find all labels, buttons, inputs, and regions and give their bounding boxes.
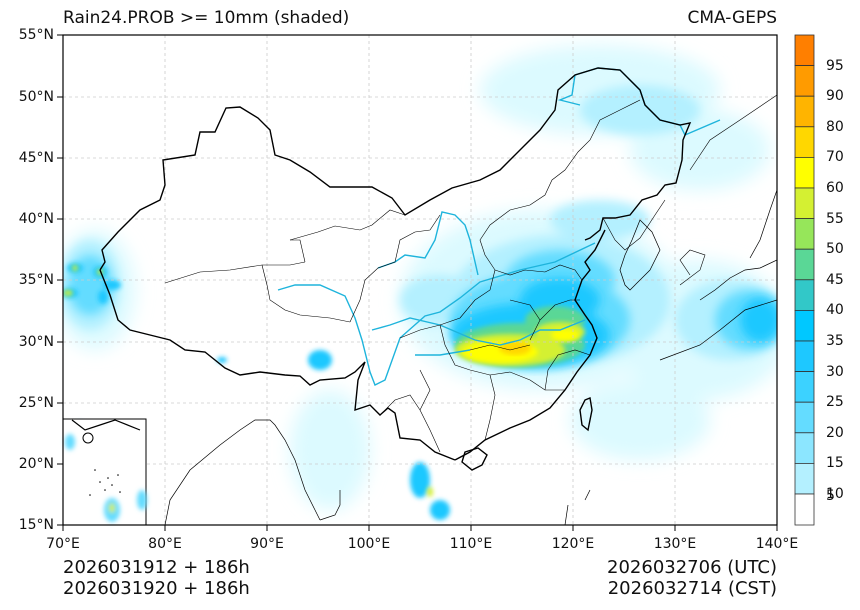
colorbar-label: 90	[826, 88, 844, 104]
lat-label-25: 25°N	[18, 395, 54, 411]
valid-time-utc: 2026032706 (UTC)	[607, 557, 777, 578]
lat-label-45: 45°N	[18, 150, 54, 166]
colorbar	[794, 34, 815, 526]
lat-label-30: 30°N	[18, 334, 54, 350]
colorbar-label: 80	[826, 119, 844, 135]
colorbar-label: 60	[826, 180, 844, 196]
national-border	[99, 67, 692, 471]
colorbar-label-5: 5	[826, 488, 835, 504]
lon-label-130: 130°E	[653, 536, 697, 552]
lon-label-100: 100°E	[347, 536, 391, 552]
lat-label-40: 40°N	[18, 211, 54, 227]
chart-title: Rain24.PROB >= 10mm (shaded)	[63, 8, 350, 28]
colorbar-label: 25	[826, 394, 844, 410]
lat-label-35: 35°N	[18, 272, 54, 288]
lat-label-15: 15°N	[18, 517, 54, 533]
init-time-cst: 2026031920 + 186h	[63, 578, 250, 599]
coastlines	[164, 189, 777, 525]
colorbar-label: 10	[826, 486, 844, 502]
colorbar-label: 50	[826, 241, 844, 257]
lon-label-90: 90°E	[250, 536, 284, 552]
colorbar-label: 30	[826, 364, 844, 380]
init-time-block: 2026031912 + 186h 2026031920 + 186h	[63, 557, 250, 599]
valid-time-cst: 2026032714 (CST)	[607, 578, 777, 599]
colorbar-label: 45	[826, 272, 844, 288]
colorbar-label: 20	[826, 425, 844, 441]
model-name: CMA-GEPS	[687, 8, 777, 28]
south-china-sea-inset	[62, 418, 147, 526]
valid-time-block: 2026032706 (UTC) 2026032714 (CST)	[607, 557, 777, 599]
lon-label-110: 110°E	[449, 536, 493, 552]
colorbar-label: 40	[826, 302, 844, 318]
lon-label-80: 80°E	[148, 536, 182, 552]
lon-label-70: 70°E	[46, 536, 80, 552]
provincial-borders	[164, 94, 777, 453]
init-time-utc: 2026031912 + 186h	[63, 557, 250, 578]
colorbar-label: 70	[826, 149, 844, 165]
lat-label-50: 50°N	[18, 89, 54, 105]
colorbar-label: 35	[826, 333, 844, 349]
gridlines	[63, 35, 777, 525]
colorbar-label: 15	[826, 455, 844, 471]
lat-label-55: 55°N	[18, 27, 54, 43]
lon-label-120: 120°E	[551, 536, 595, 552]
lon-label-140: 140°E	[755, 536, 799, 552]
lat-label-20: 20°N	[18, 456, 54, 472]
colorbar-label: 95	[826, 58, 844, 74]
precip-shading	[63, 45, 777, 524]
colorbar-label: 55	[826, 211, 844, 227]
